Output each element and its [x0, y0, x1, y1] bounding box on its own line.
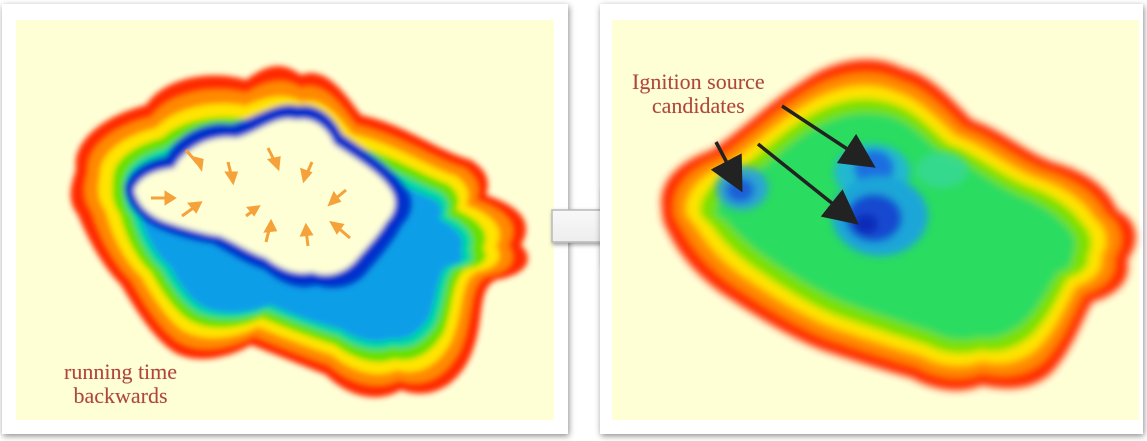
left-caption-line2: backwards	[73, 383, 168, 408]
orange-arrow-icon	[245, 205, 261, 218]
left-map-area: running time backwards	[16, 20, 554, 420]
orange-arrow-icon	[224, 161, 239, 186]
pointer-arrow-icon	[756, 142, 859, 225]
right-caption-line2: candidates	[651, 93, 745, 118]
orange-arrow-icon	[299, 222, 314, 247]
left-panel: running time backwards	[2, 4, 568, 434]
orange-arrow-icon	[329, 220, 351, 240]
orange-arrow-icon	[151, 190, 177, 206]
left-fire-map	[70, 65, 528, 398]
pointer-arrow-icon	[781, 104, 876, 168]
right-fire-map	[661, 59, 1136, 391]
orange-arrow-icon	[327, 188, 347, 207]
right-map-area: Ignition source candidates	[612, 20, 1139, 420]
orange-arrow-icon	[181, 201, 203, 218]
pointer-arrows	[710, 104, 876, 225]
right-caption: Ignition source candidates	[632, 70, 765, 118]
orange-arrow-icon	[184, 149, 204, 173]
left-caption-line1: running time	[64, 359, 178, 384]
reverse-spread-arrows	[151, 147, 351, 247]
right-caption-line1: Ignition source	[632, 69, 765, 94]
fire-spread-rings	[70, 65, 528, 398]
right-panel: Ignition source candidates	[600, 4, 1143, 434]
orange-arrow-icon	[299, 161, 314, 184]
pointer-arrow-icon	[710, 141, 743, 193]
orange-arrow-icon	[263, 218, 278, 243]
orange-arrow-icon	[266, 147, 281, 172]
left-caption: running time backwards	[64, 360, 177, 408]
